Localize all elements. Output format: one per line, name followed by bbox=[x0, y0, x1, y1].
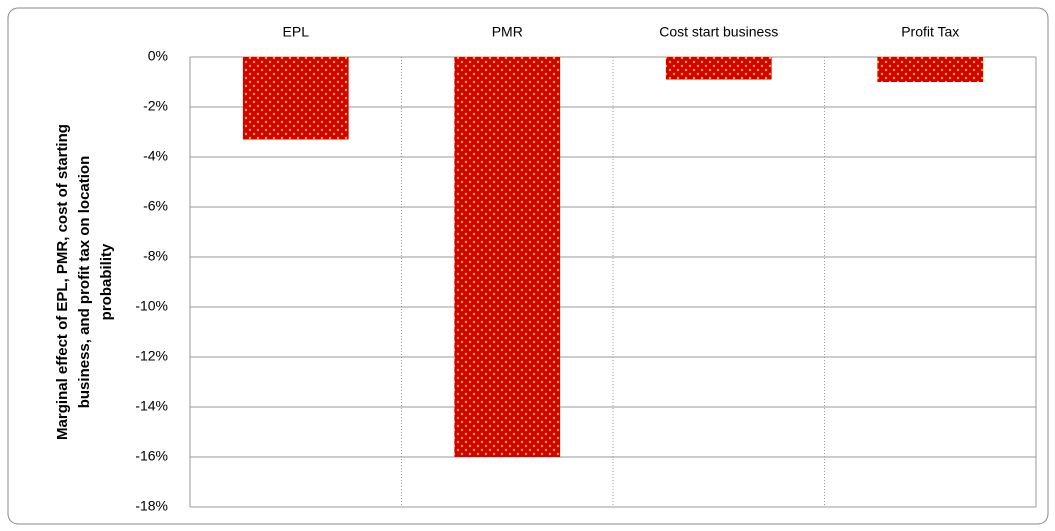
bar bbox=[665, 57, 772, 80]
y-tick-label: -2% bbox=[143, 98, 168, 114]
y-axis-label-line: probability bbox=[98, 243, 115, 320]
y-tick-label: -18% bbox=[135, 498, 168, 514]
y-tick-label: -6% bbox=[143, 198, 168, 214]
bar bbox=[877, 57, 984, 82]
y-tick-label: -4% bbox=[143, 148, 168, 164]
x-tick-label: EPL bbox=[283, 24, 310, 40]
y-axis-label: Marginal effect of EPL, PMR, cost of sta… bbox=[54, 124, 115, 440]
y-tick-label: -8% bbox=[143, 248, 168, 264]
bar bbox=[242, 57, 349, 140]
y-tick-label: -12% bbox=[135, 348, 168, 364]
x-tick-label: Profit Tax bbox=[901, 24, 959, 40]
x-tick-label: PMR bbox=[492, 24, 523, 40]
y-tick-label: 0% bbox=[148, 48, 168, 64]
y-axis-label-line: business, and profit tax on location bbox=[76, 156, 93, 409]
y-tick-label: -14% bbox=[135, 398, 168, 414]
y-tick-label: -16% bbox=[135, 448, 168, 464]
bar bbox=[454, 57, 561, 457]
y-axis-label-line: Marginal effect of EPL, PMR, cost of sta… bbox=[54, 124, 71, 440]
x-tick-label: Cost start business bbox=[659, 24, 778, 40]
y-tick-label: -10% bbox=[135, 298, 168, 314]
